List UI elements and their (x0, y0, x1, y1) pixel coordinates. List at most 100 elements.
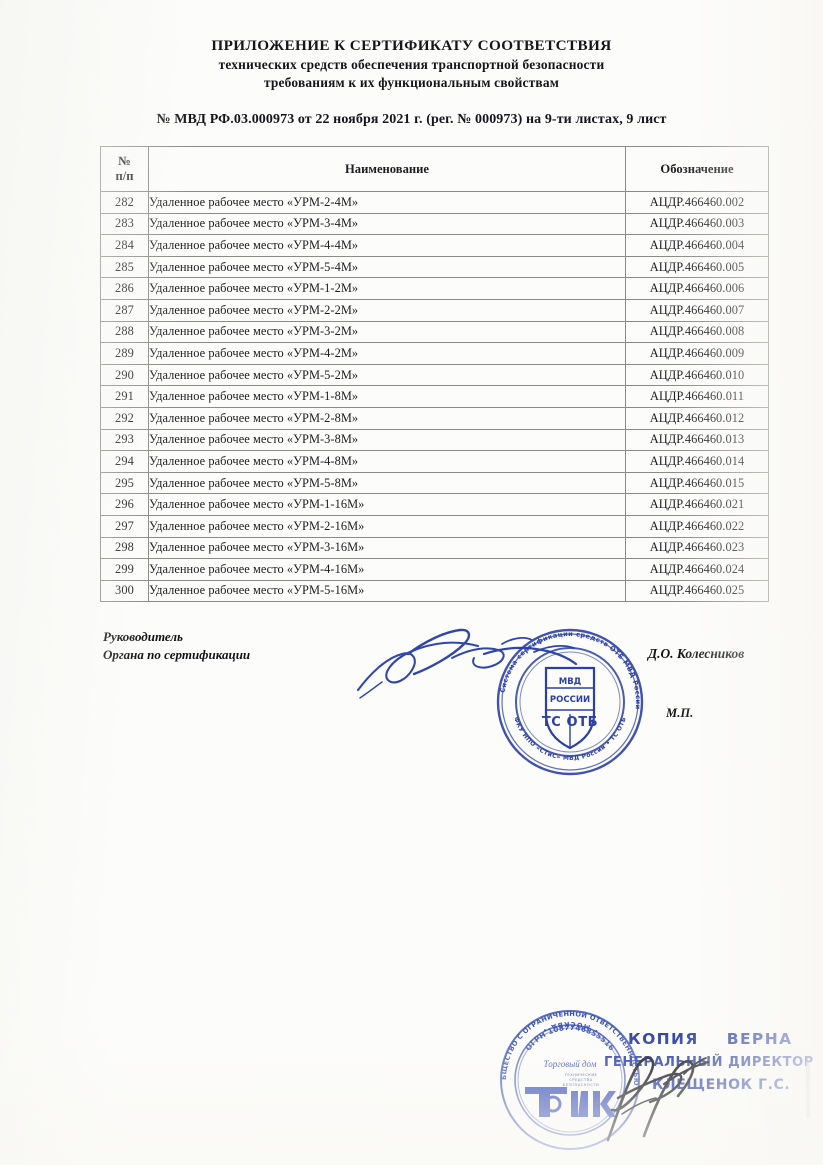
cell-number: 282 (100, 191, 149, 214)
svg-text:Система сертификации средств О: Система сертификации средств ОТБ МВД Рос… (499, 630, 642, 710)
scan-edge-artifact (806, 1062, 810, 1118)
mvd-round-stamp-icon: Система сертификации средств ОТБ МВД Рос… (496, 628, 644, 776)
cell-name: Удаленное рабочее место «УРМ-3-2М» (148, 320, 626, 344)
cell-name: Удаленное рабочее место «УРМ-4-8М» (148, 450, 626, 473)
table-row: 298 Удаленное рабочее место «УРМ-3-16М» АЦ… (100, 536, 769, 560)
table-header-row: № п/п Наименование Обозначение (100, 146, 769, 192)
cell-number: 291 (100, 385, 149, 408)
cell-number: 288 (100, 320, 149, 344)
cell-designation: АЦДР.466460.004 (625, 234, 769, 257)
cell-number: 289 (100, 342, 149, 365)
cell-number: 300 (100, 579, 149, 603)
cell-designation: АЦДР.466460.015 (625, 471, 769, 495)
table-row: 289 Удаленное рабочее место «УРМ-4-2М» АЦД… (100, 342, 769, 365)
cell-name: Удаленное рабочее место «УРМ-5-8М» (148, 471, 626, 495)
cell-name: Удаленное рабочее место «УРМ-3-8М» (148, 428, 626, 452)
table-row: 295 Удаленное рабочее место «УРМ-5-8М» АЦД… (100, 471, 769, 495)
cell-designation: АЦДР.466460.002 (625, 191, 769, 214)
column-header-designation: Обозначение (625, 146, 769, 192)
handwritten-signature (356, 628, 578, 699)
cell-designation: АЦДР.466460.010 (625, 363, 769, 387)
svg-text:ФКУ НПО «СТиС» МВД России •: ФКУ НПО «СТиС» МВД России • ТС ОТБ (512, 716, 628, 762)
cell-designation: АЦДР.466460.007 (625, 298, 769, 322)
cell-name: Удаленное рабочее место «УРМ-4-4М» (148, 234, 626, 257)
cell-name: Удаленное рабочее место «УРМ-1-8М» (148, 385, 626, 408)
cell-designation: АЦДР.466460.009 (625, 342, 769, 365)
cell-number: 290 (100, 363, 149, 387)
table-row: 286 Удаленное рабочее место «УРМ-1-2М» АЦД… (100, 277, 769, 300)
signatory-role: Руководитель Органа по сертификации (103, 628, 250, 663)
cell-name: Удаленное рабочее место «УРМ-3-16М» (148, 536, 626, 560)
cell-number: 293 (100, 428, 149, 452)
svg-text:ТЕХНИЧЕСКИЕ: ТЕХНИЧЕСКИЕ (564, 1073, 598, 1077)
registration-line: № МВД РФ.03.000973 от 22 ноября 2021 г. … (156, 112, 667, 127)
table-row: 288 Удаленное рабочее место «УРМ-3-2М» АЦД… (100, 320, 769, 344)
table-row: 297 Удаленное рабочее место «УРМ-2-16М» АЦ… (100, 514, 769, 538)
cell-name: Удаленное рабочее место «УРМ-4-16М» (148, 558, 626, 581)
cell-name: Удаленное рабочее место «УРМ-4-2М» (148, 342, 626, 365)
copy-certification-word-kopiya: КОПИЯ (628, 1030, 699, 1048)
items-table-wrapper: № п/п Наименование Обозначение 282 Удален… (100, 146, 769, 603)
tinko-company-stamp-icon: ОБЩЕСТВО С ОГРАНИЧЕННОЙ ОТВЕТСТВЕННОСТЬЮ… (495, 1005, 640, 1150)
copy-certification-text: КОПИЯ ВЕРНА ГЕНЕРАЛЬНЫЙ ДИРЕКТОР КЛЕЩЕНОК… (604, 1028, 823, 1097)
cell-number: 292 (100, 406, 149, 430)
svg-text:МВД: МВД (559, 677, 582, 687)
table-row: 282 Удаленное рабочее место «УРМ-2-4М» АЦД… (100, 191, 769, 214)
column-header-number: № п/п (100, 146, 149, 192)
items-table: № п/п Наименование Обозначение 282 Удален… (100, 146, 769, 603)
cell-name: Удаленное рабочее место «УРМ-1-2М» (148, 277, 626, 300)
column-header-number-line1: № (118, 154, 131, 168)
table-row: 294 Удаленное рабочее место «УРМ-4-8М» АЦД… (100, 450, 769, 473)
cell-designation: АЦДР.466460.008 (625, 320, 769, 344)
cell-designation: АЦДР.466460.022 (625, 514, 769, 538)
table-row: 285 Удаленное рабочее место «УРМ-5-4М» АЦД… (100, 255, 769, 279)
svg-text:РОССИИ: РОССИИ (550, 695, 590, 705)
table-row: 300 Удаленное рабочее место «УРМ-5-16М» АЦ… (100, 579, 769, 603)
cell-number: 299 (100, 558, 149, 581)
cell-name: Удаленное рабочее место «УРМ-5-2М» (148, 363, 626, 387)
cell-designation: АЦДР.466460.013 (625, 428, 769, 452)
title-line-3: требованиям к их функциональным свойства… (263, 75, 560, 90)
cell-designation: АЦДР.466460.021 (625, 493, 769, 516)
table-row: 292 Удаленное рабочее место «УРМ-2-8М» АЦД… (100, 406, 769, 430)
cell-name: Удаленное рабочее место «УРМ-2-2М» (148, 298, 626, 322)
copy-certification-line1: КОПИЯ ВЕРНА (628, 1028, 823, 1051)
cell-name: Удаленное рабочее место «УРМ-5-16М» (148, 579, 626, 603)
items-table-body: 282 Удаленное рабочее место «УРМ-2-4М» АЦД… (100, 191, 769, 603)
table-row: 299 Удаленное рабочее место «УРМ-4-16М» АЦ… (100, 558, 769, 581)
cell-number: 297 (100, 514, 149, 538)
cell-number: 294 (100, 450, 149, 473)
cell-number: 283 (100, 212, 149, 236)
cell-name: Удаленное рабочее место «УРМ-2-4М» (148, 191, 626, 214)
copy-certification-word-verna: ВЕРНА (726, 1030, 793, 1048)
cell-number: 295 (100, 471, 149, 495)
column-header-number-line2: п/п (115, 169, 134, 183)
svg-text:БЕЗОПАСНОСТИ: БЕЗОПАСНОСТИ (563, 1083, 599, 1087)
cell-number: 285 (100, 255, 149, 279)
cell-number: 296 (100, 493, 149, 516)
cell-designation: АЦДР.466460.011 (625, 385, 769, 408)
copy-certification-line3: КЛЕЩЕНОК Г.С. (652, 1077, 791, 1093)
cell-number: 284 (100, 234, 149, 257)
svg-text:ТС ОТБ: ТС ОТБ (542, 715, 598, 730)
table-row: 284 Удаленное рабочее место «УРМ-4-4М» АЦД… (100, 234, 769, 257)
cell-designation: АЦДР.466460.014 (625, 450, 769, 473)
cell-designation: АЦДР.466460.003 (625, 212, 769, 236)
svg-text:ОГРН 1087746855516: ОГРН 1087746855516 (524, 1023, 617, 1053)
cell-name: Удаленное рабочее место «УРМ-1-16М» (148, 493, 626, 516)
cell-name: Удаленное рабочее место «УРМ-2-16М» (148, 514, 626, 538)
cell-name: Удаленное рабочее место «УРМ-2-8М» (148, 406, 626, 430)
document-title-block: ПРИЛОЖЕНИЕ К СЕРТИФИКАТУ СООТВЕТСТВИЯ те… (0, 36, 823, 92)
signatory-role-line2: Органа по сертификации (103, 646, 251, 662)
svg-text:СРЕДСТВА: СРЕДСТВА (569, 1078, 592, 1082)
table-row: 293 Удаленное рабочее место «УРМ-3-8М» АЦД… (100, 428, 769, 452)
cell-designation: АЦДР.466460.024 (625, 558, 769, 581)
cell-designation: АЦДР.466460.023 (625, 536, 769, 560)
cell-designation: АЦДР.466460.006 (625, 277, 769, 300)
svg-text:Торговый дом: Торговый дом (544, 1059, 597, 1069)
signatory-role-line1: Руководитель (103, 629, 183, 644)
table-row: 287 Удаленное рабочее место «УРМ-2-2М» АЦД… (100, 298, 769, 322)
title-line-2: технических средств обеспечения транспор… (218, 57, 605, 72)
cell-name: Удаленное рабочее место «УРМ-3-4М» (148, 212, 626, 236)
cell-number: 287 (100, 298, 149, 322)
